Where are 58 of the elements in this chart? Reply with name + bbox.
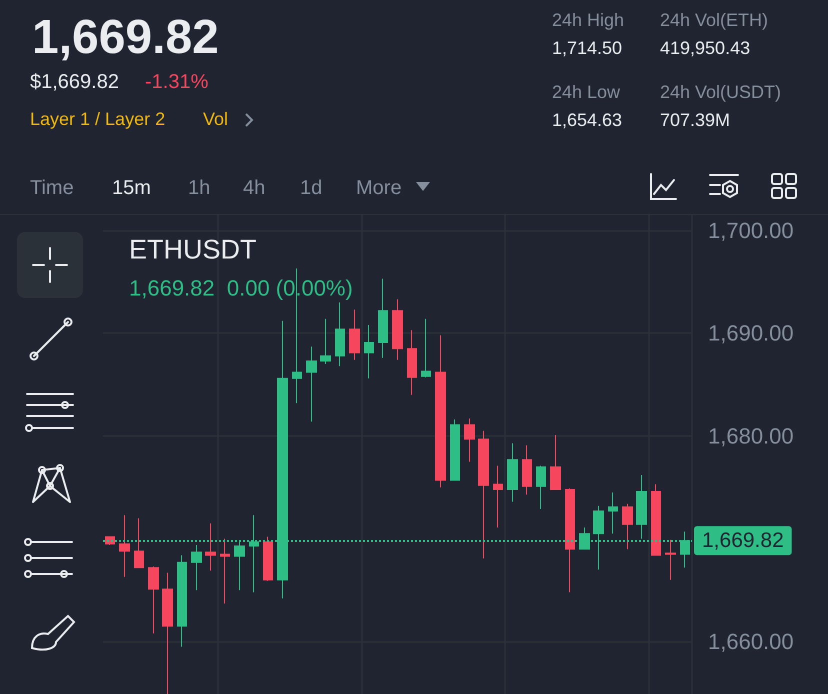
candlestick <box>550 434 561 490</box>
ref-line-label: 1,669.82 <box>702 529 784 552</box>
candlestick <box>435 334 446 488</box>
candlestick <box>636 474 647 540</box>
candlestick <box>119 514 130 578</box>
candlestick <box>364 324 374 379</box>
text: 707.39M <box>660 110 730 130</box>
candlestick <box>205 522 216 572</box>
candlestick <box>565 488 575 593</box>
text: 1,714.50 <box>552 38 622 58</box>
candlestick <box>349 309 360 360</box>
candlestick <box>407 330 417 396</box>
candlestick <box>522 444 532 496</box>
text: Vol <box>203 109 228 129</box>
y-tick-label: 1,690.00 <box>708 320 794 346</box>
candlestick <box>177 554 187 648</box>
candlestick <box>665 539 676 580</box>
y-tick-label: 1,680.00 <box>708 424 794 448</box>
text: 1,654.63 <box>552 110 622 130</box>
text: $1,669.82 <box>30 71 119 93</box>
candlestick <box>378 278 388 358</box>
candlestick <box>320 318 331 365</box>
candlestick <box>507 442 518 502</box>
text: 15m <box>112 177 151 199</box>
text: Layer 1 / Layer 2 <box>30 109 166 129</box>
text: ETHUSDT <box>129 234 256 264</box>
text: More <box>356 177 402 199</box>
candlestick <box>493 465 503 528</box>
y-tick-label: 1,660.00 <box>708 629 794 654</box>
text: 24h High <box>552 10 624 30</box>
candlestick <box>622 503 633 550</box>
candlestick <box>392 298 403 360</box>
text: 24h Vol(ETH) <box>660 10 768 30</box>
candlestick <box>464 418 475 462</box>
candlestick <box>421 318 431 378</box>
candlestick <box>220 538 230 604</box>
text: Time <box>30 177 74 199</box>
text: 1h <box>188 177 210 199</box>
text: 24h Vol(USDT) <box>660 82 782 102</box>
candlestick <box>450 419 460 481</box>
candlestick <box>651 484 661 556</box>
candlestick <box>335 302 345 367</box>
y-tick-label: 1,700.00 <box>708 218 794 243</box>
text: 1d <box>300 177 322 199</box>
candlestick <box>306 346 317 422</box>
candlestick <box>263 536 273 582</box>
candlestick <box>134 518 144 568</box>
candlestick <box>608 492 618 534</box>
candlestick <box>162 572 173 694</box>
text: -1.31% <box>145 71 208 93</box>
candlestick <box>536 465 546 510</box>
text: 1,669.82 <box>32 11 219 64</box>
candlestick <box>148 566 159 634</box>
text: 24h Low <box>552 82 620 102</box>
candlestick <box>191 544 202 591</box>
candlestick <box>478 430 489 559</box>
text: 4h <box>243 177 266 199</box>
text: 419,950.43 <box>660 38 750 58</box>
